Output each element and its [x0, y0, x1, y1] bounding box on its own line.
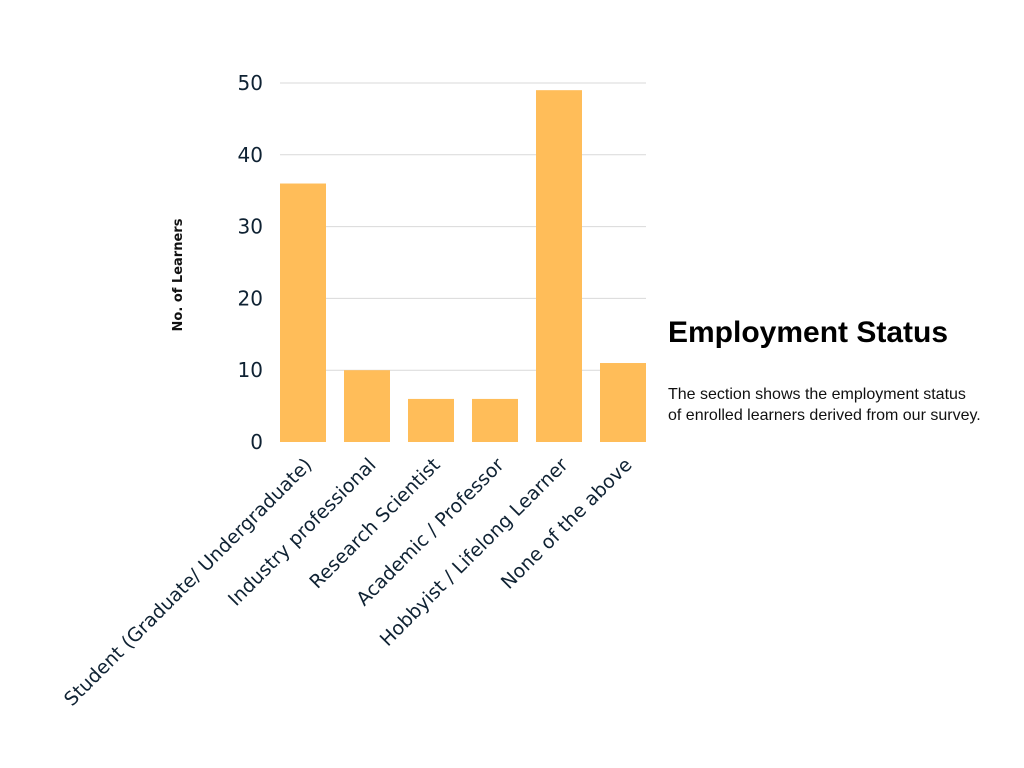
- y-axis-title: No. of Learners: [171, 218, 186, 331]
- gridlines: [280, 82, 646, 371]
- y-tick-label: 0: [250, 430, 263, 454]
- bar: [280, 183, 326, 442]
- section-description: The section shows the employment status …: [668, 384, 1018, 426]
- y-tick-label: 10: [238, 358, 263, 382]
- bar: [472, 398, 518, 442]
- x-axis-labels: Student (Graduate/ Undergraduate)Industr…: [60, 454, 637, 711]
- section-title: Employment Status: [668, 316, 949, 349]
- x-category-label: Student (Graduate/ Undergraduate): [60, 454, 317, 711]
- description-line: The section shows the employment status: [668, 386, 966, 403]
- bars: [280, 90, 646, 443]
- bar: [408, 398, 454, 442]
- y-tick-label: 30: [238, 215, 263, 239]
- bar: [600, 363, 646, 442]
- description-line: of enrolled learners derived from our su…: [668, 407, 981, 424]
- y-tick-label: 40: [238, 143, 263, 167]
- bar: [344, 370, 390, 442]
- bar: [536, 90, 582, 443]
- y-tick-label: 20: [238, 286, 263, 310]
- y-axis-ticks: 0 10 20 30 40 50: [238, 71, 263, 454]
- y-tick-label: 50: [238, 71, 263, 95]
